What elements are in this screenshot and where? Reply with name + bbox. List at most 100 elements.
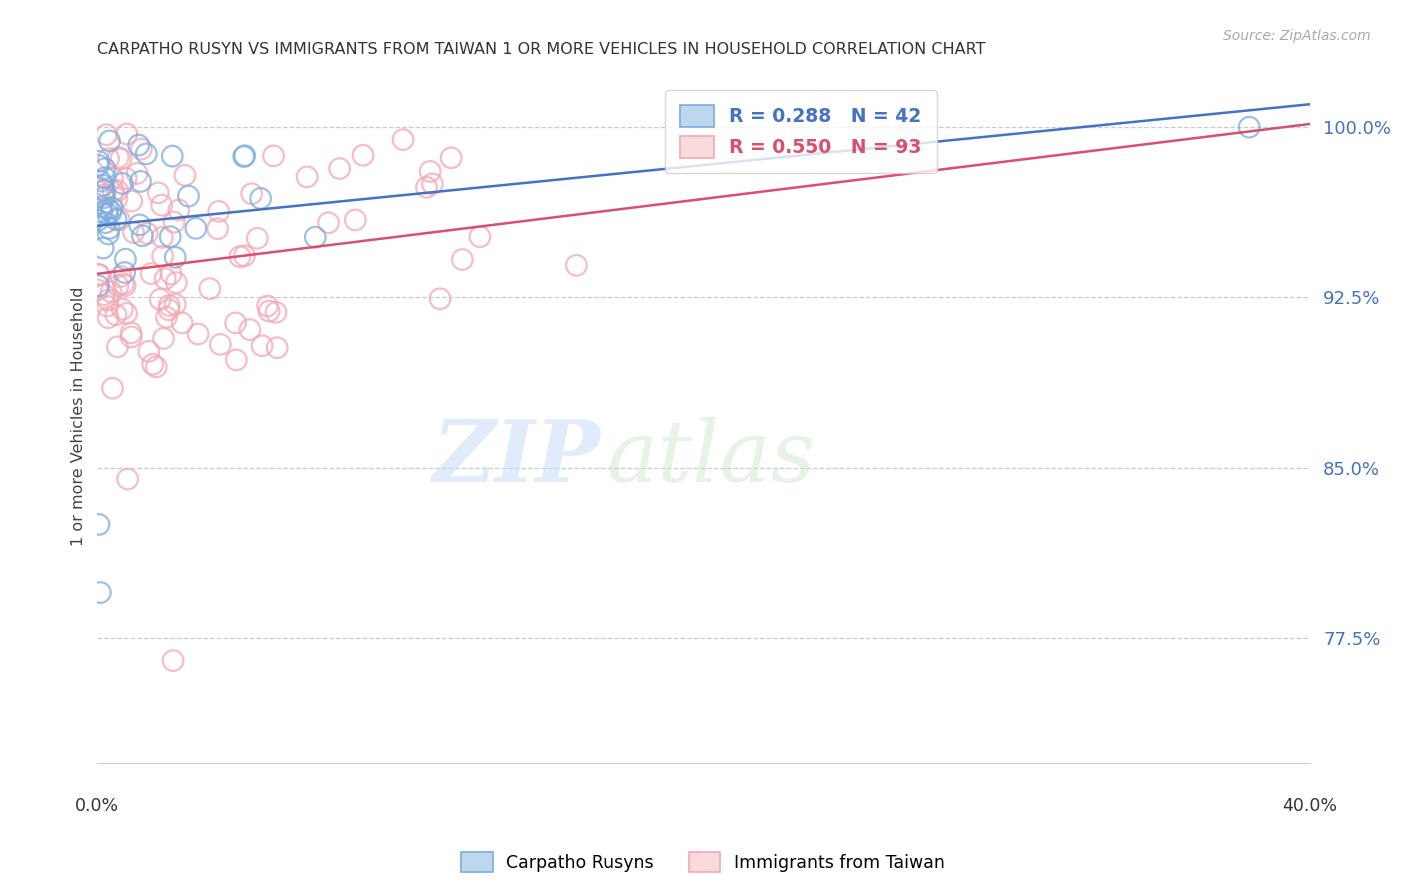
Point: [152, 249, 174, 263]
Point: [129, 142, 152, 156]
Point: [150, 230, 173, 244]
Point: [129, 174, 152, 188]
Point: [174, 169, 197, 183]
Point: [97, 310, 120, 325]
Point: [159, 229, 181, 244]
Point: [207, 221, 229, 235]
Point: [150, 198, 173, 212]
Point: [208, 204, 231, 219]
Point: [115, 171, 138, 186]
Point: [152, 331, 174, 345]
Point: [233, 149, 256, 163]
Point: [155, 310, 177, 325]
Point: [128, 138, 150, 153]
Point: [86, 283, 108, 297]
Point: [177, 189, 200, 203]
Point: [97, 227, 120, 241]
Point: [263, 149, 285, 163]
Point: [163, 215, 186, 229]
Text: ZIP: ZIP: [433, 417, 600, 500]
Point: [91, 241, 114, 255]
Point: [110, 269, 132, 284]
Point: [352, 148, 374, 162]
Point: [295, 169, 318, 184]
Point: [264, 305, 287, 319]
Point: [105, 212, 128, 227]
Point: [97, 202, 120, 216]
Point: [184, 221, 207, 235]
Point: [122, 226, 145, 240]
Point: [107, 340, 129, 354]
Point: [157, 298, 180, 312]
Point: [110, 152, 132, 166]
Point: [209, 337, 232, 351]
Point: [117, 472, 139, 486]
Point: [107, 278, 129, 293]
Point: [187, 326, 209, 341]
Y-axis label: 1 or more Vehicles in Household: 1 or more Vehicles in Household: [72, 287, 86, 547]
Point: [94, 170, 117, 185]
Point: [93, 287, 115, 301]
Point: [94, 216, 117, 230]
Point: [256, 299, 278, 313]
Point: [440, 151, 463, 165]
Point: [101, 201, 124, 215]
Point: [112, 277, 135, 291]
Point: [149, 293, 172, 307]
Point: [97, 207, 120, 221]
Point: [225, 316, 247, 330]
Text: CARPATHO RUSYN VS IMMIGRANTS FROM TAIWAN 1 OR MORE VEHICLES IN HOUSEHOLD CORRELA: CARPATHO RUSYN VS IMMIGRANTS FROM TAIWAN…: [97, 42, 986, 57]
Point: [233, 249, 256, 263]
Point: [160, 267, 183, 281]
Point: [114, 252, 136, 267]
Point: [165, 251, 187, 265]
Point: [162, 654, 184, 668]
Point: [138, 344, 160, 359]
Text: Source: ZipAtlas.com: Source: ZipAtlas.com: [1223, 29, 1371, 43]
Point: [392, 133, 415, 147]
Point: [100, 204, 122, 219]
Point: [98, 221, 121, 235]
Point: [198, 282, 221, 296]
Text: 40.0%: 40.0%: [1282, 797, 1337, 814]
Point: [246, 231, 269, 245]
Point: [304, 230, 326, 244]
Point: [429, 292, 451, 306]
Point: [96, 299, 118, 313]
Point: [101, 381, 124, 395]
Point: [145, 359, 167, 374]
Point: [94, 184, 117, 198]
Point: [250, 339, 273, 353]
Point: [172, 316, 194, 330]
Point: [165, 297, 187, 311]
Point: [96, 128, 118, 142]
Point: [135, 146, 157, 161]
Point: [318, 216, 340, 230]
Point: [97, 293, 120, 307]
Point: [93, 178, 115, 193]
Point: [229, 250, 252, 264]
Point: [120, 330, 142, 344]
Point: [107, 184, 129, 198]
Point: [87, 158, 110, 172]
Point: [162, 149, 184, 163]
Point: [93, 190, 115, 204]
Point: [157, 302, 180, 317]
Legend: Carpatho Rusyns, Immigrants from Taiwan: Carpatho Rusyns, Immigrants from Taiwan: [454, 845, 952, 879]
Point: [240, 186, 263, 201]
Point: [165, 276, 187, 290]
Point: [87, 278, 110, 293]
Point: [419, 164, 441, 178]
Point: [329, 161, 352, 176]
Point: [131, 228, 153, 243]
Point: [136, 227, 159, 241]
Text: atlas: atlas: [606, 417, 815, 500]
Point: [100, 285, 122, 299]
Point: [90, 200, 112, 214]
Point: [121, 194, 143, 208]
Point: [94, 161, 117, 176]
Point: [257, 304, 280, 318]
Point: [90, 174, 112, 188]
Point: [115, 127, 138, 141]
Point: [344, 213, 367, 227]
